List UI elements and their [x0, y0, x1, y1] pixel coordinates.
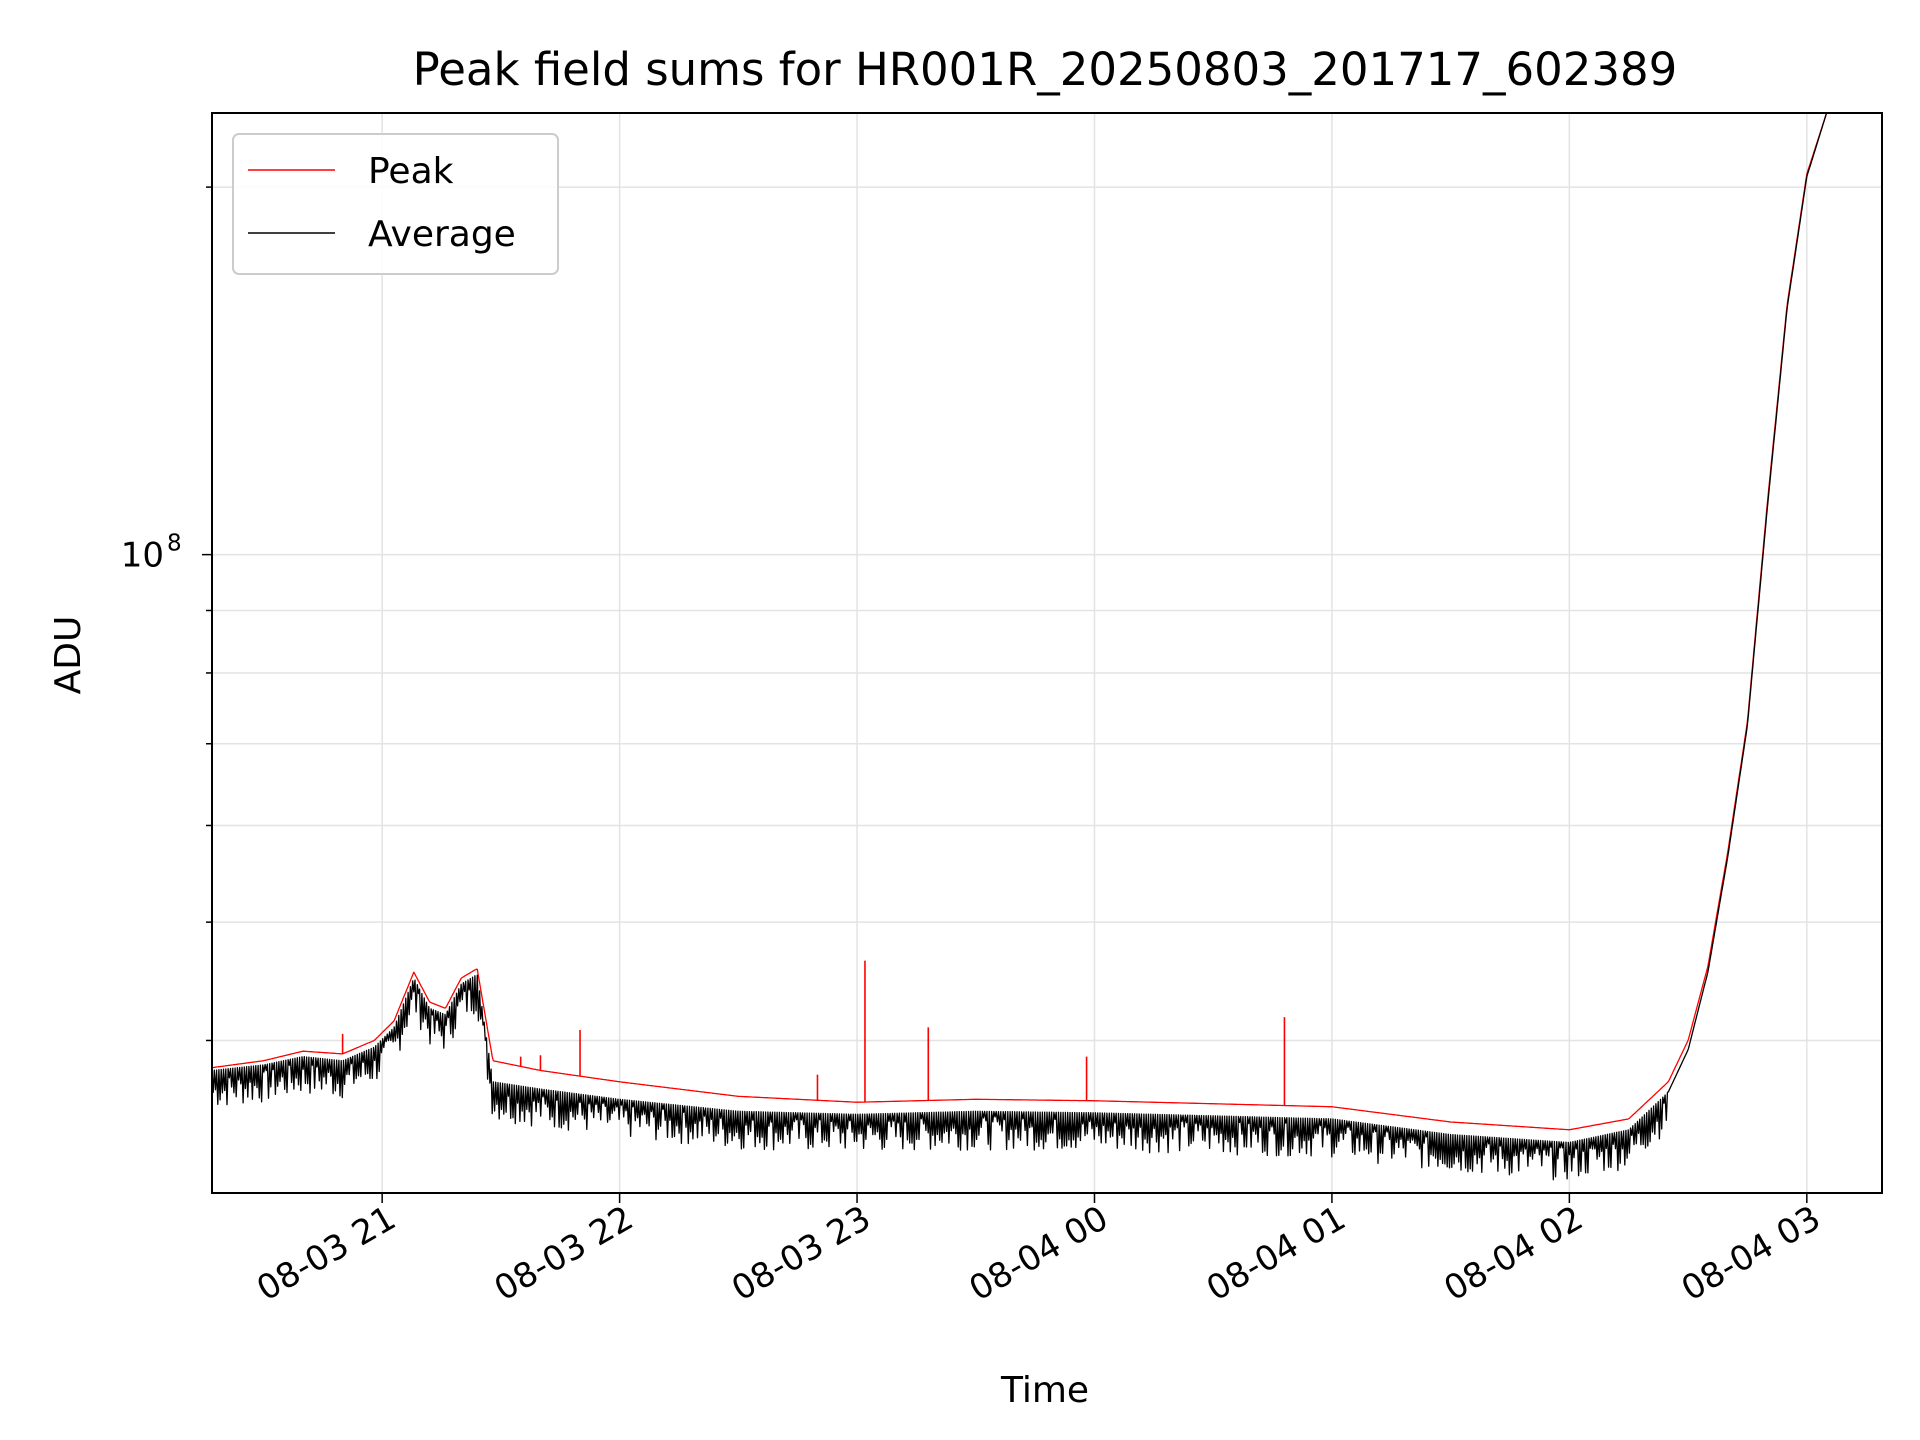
y-tick-label: 10 — [121, 536, 164, 576]
series-layer — [211, 112, 1828, 1181]
y-axis-label: ADU — [48, 616, 89, 695]
y-tick-exponent: 8 — [167, 531, 182, 557]
series-line-average — [211, 112, 1828, 1181]
y-axis: 10 8 — [121, 186, 212, 1042]
grid-lines — [212, 113, 1882, 1193]
series-line-peak — [211, 112, 1828, 1131]
legend-label-peak: Peak — [368, 151, 454, 192]
chart-title: Peak field sums for HR001R_20250803_2017… — [413, 43, 1678, 96]
legend: Peak Average — [232, 133, 559, 275]
x-axis-label: Time — [1000, 1370, 1089, 1411]
plot-frame — [211, 112, 1883, 1194]
legend-label-average: Average — [368, 214, 516, 255]
legend-box — [232, 133, 559, 275]
